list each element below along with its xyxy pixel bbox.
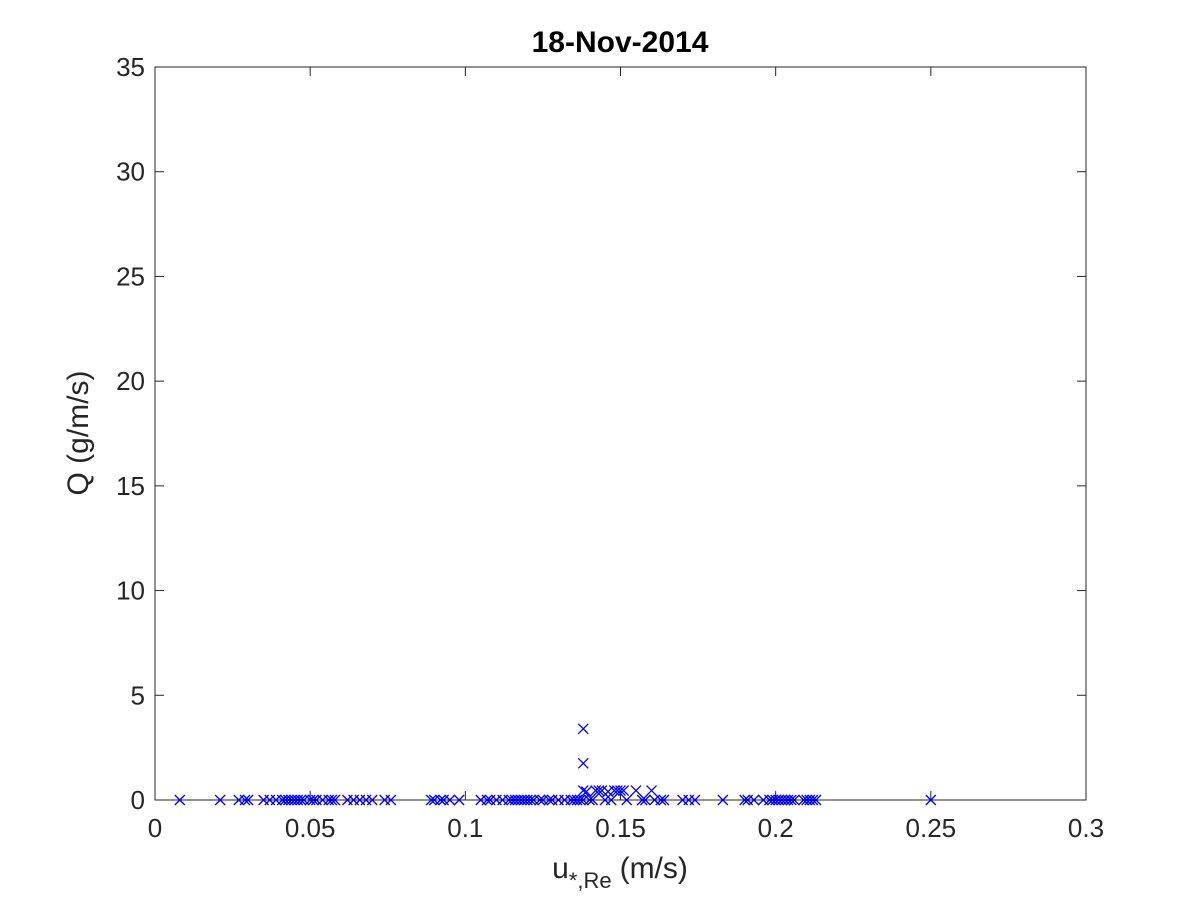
x-tick-label: 0.25 [906,813,957,843]
y-tick-label: 20 [116,366,145,396]
data-point-marker [329,794,341,806]
x-tick-label: 0.3 [1068,813,1104,843]
data-point-marker [525,794,536,806]
data-point-marker [577,723,589,735]
data-point-marker [788,794,800,806]
data-point-marker [807,794,819,806]
data-point-marker [658,794,670,806]
x-axis-label: u*,Re (m/s) [552,852,688,893]
data-point-marker [435,794,446,806]
data-point-marker [689,794,701,806]
data-point-marker [239,794,251,806]
x-axis-label-base: u [552,852,569,885]
data-point-marker [810,794,822,806]
y-axis-label: Q (g/m/s) [62,371,95,496]
x-tick-label: 0 [148,813,162,843]
data-point-marker [481,794,493,806]
data-point-marker [444,794,456,806]
data-point-marker [453,794,465,806]
data-point-marker [615,785,626,797]
data-point-marker [577,785,589,797]
data-point-marker [636,794,648,806]
data-point-marker [174,794,186,806]
y-tick-label: 25 [116,261,145,291]
data-point-marker [307,794,319,806]
data-point-marker [593,785,605,797]
y-tick-label: 15 [116,471,145,501]
data-point-marker [425,794,437,806]
chart-title: 18-Nov-2014 [532,26,709,59]
data-point-marker [618,785,630,797]
data-point-marker [534,794,546,806]
data-point-marker [655,794,667,806]
x-tick-label: 0.15 [595,813,646,843]
data-point-marker [574,794,586,806]
data-point-marker [630,785,642,797]
x-axis-label-subscript: *,Re [569,868,612,893]
data-point-marker [295,794,307,806]
y-tick-label: 30 [116,157,145,187]
y-tick-label: 0 [131,785,145,815]
data-point-marker [242,794,254,806]
x-axis-ticks: 0 0.05 0.1 0.15 0.2 0.25 0.3 [148,67,1104,843]
axes-box [154,66,1087,801]
data-point-marker [748,794,760,806]
x-tick-label: 0.2 [758,813,794,843]
data-point-marker [646,785,657,797]
y-tick-label: 5 [131,680,145,710]
data-point-marker [605,794,617,806]
data-point-marker [326,794,338,806]
data-point-marker [580,786,592,798]
data-point-marker [925,794,937,806]
data-point-marker [785,794,797,806]
y-tick-label: 10 [116,576,145,606]
x-tick-label: 0.05 [285,813,336,843]
data-point-marker [385,794,397,806]
data-point-marker [621,794,633,806]
y-axis-ticks: 0 5 10 15 20 25 30 35 [116,52,1086,815]
data-points [174,723,937,806]
data-point-marker [639,794,651,806]
data-point-marker [577,757,589,769]
data-point-marker [739,794,751,806]
data-point-marker [717,794,729,806]
x-tick-label: 0.1 [447,813,483,843]
data-point-marker [214,794,226,806]
data-point-marker [366,794,378,806]
y-tick-label: 35 [116,52,145,82]
x-axis-label-unit: (m/s) [620,852,688,885]
data-point-marker [584,794,595,806]
data-point-marker [587,794,599,806]
data-point-marker [543,794,555,806]
plot-area [154,66,1087,801]
